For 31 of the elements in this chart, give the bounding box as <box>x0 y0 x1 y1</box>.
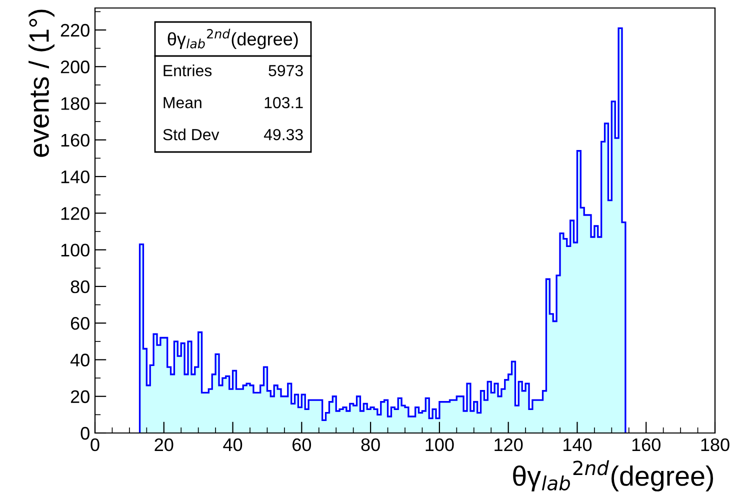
x-tick-label: 0 <box>90 438 100 452</box>
annotation: 103.1 <box>264 96 303 108</box>
annotation: 49.33 <box>264 128 303 140</box>
y-tick-label: 200 <box>60 60 90 74</box>
y-tick-label: 160 <box>61 134 90 147</box>
text: θγ$_{lab}$$^{2nd}$(degree) <box>168 28 298 50</box>
y-tick-label: 100 <box>61 244 90 257</box>
y-tick-label: 40 <box>70 354 90 366</box>
y-tick-label: 140 <box>61 170 90 184</box>
y-axis-title: events / (1°) <box>28 10 54 157</box>
x-tick-label: 180 <box>701 438 730 452</box>
x-tick-label: 40 <box>223 438 242 452</box>
y-tick-label: 60 <box>70 317 90 330</box>
x-tick-label: 100 <box>426 438 454 452</box>
x-tick-label: 60 <box>292 438 312 452</box>
y-tick-label: 220 <box>60 24 90 37</box>
annotation: Std Dev <box>163 128 220 140</box>
x-tick-label: 80 <box>361 438 380 452</box>
x-tick-label: 20 <box>154 438 174 452</box>
annotation: Entries <box>164 64 212 76</box>
x-tick-label: 140 <box>564 438 592 452</box>
x-tick-label: 160 <box>632 438 660 452</box>
y-tick-label: 80 <box>70 280 90 294</box>
y-tick-label: 0 <box>80 426 90 440</box>
x-axis-title: θγ$_{lab}$$^{2nd}$(degree) <box>513 460 714 492</box>
annotation: Mean <box>164 97 202 108</box>
y-tick-label: 20 <box>70 390 90 404</box>
annotation: 5973 <box>268 64 303 76</box>
x-tick-label: 120 <box>494 438 523 452</box>
y-tick-label: 120 <box>61 207 90 220</box>
y-tick-label: 180 <box>61 97 90 110</box>
